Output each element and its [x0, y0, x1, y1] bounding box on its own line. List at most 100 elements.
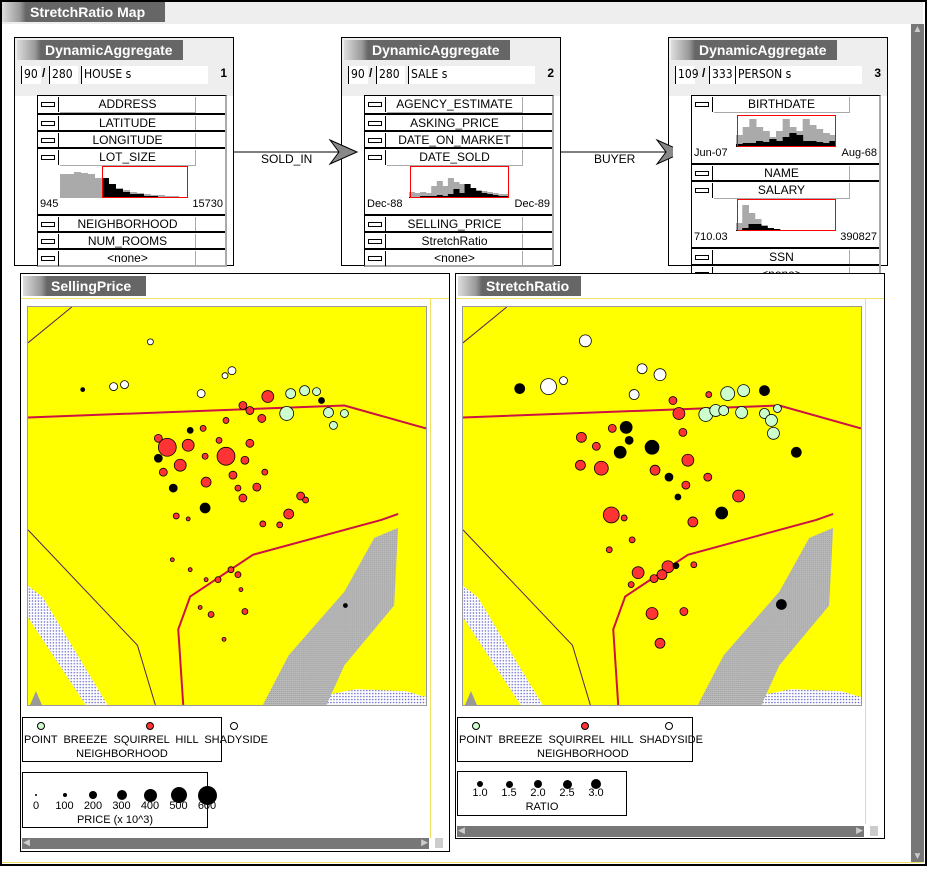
- histogram-bars[interactable]: [736, 199, 836, 231]
- house-marker[interactable]: [690, 561, 698, 569]
- house-marker[interactable]: [169, 557, 175, 563]
- attribute-row[interactable]: LONGITUDE: [38, 130, 225, 149]
- house-marker[interactable]: [283, 508, 295, 520]
- attribute-row[interactable]: <none>: [365, 248, 552, 267]
- house-marker[interactable]: [240, 455, 250, 465]
- scroll-left-icon[interactable]: ◀: [23, 837, 30, 847]
- selected-count-field[interactable]: 90: [21, 66, 41, 84]
- house-marker[interactable]: [628, 536, 636, 544]
- house-marker[interactable]: [312, 387, 321, 396]
- attribute-row[interactable]: ASKING_PRICE: [365, 113, 552, 132]
- relation-label[interactable]: BUYER: [594, 152, 636, 166]
- house-marker[interactable]: [575, 459, 586, 471]
- house-marker[interactable]: [201, 452, 209, 460]
- house-marker[interactable]: [234, 484, 242, 492]
- house-marker[interactable]: [649, 464, 661, 476]
- house-marker[interactable]: [628, 389, 640, 400]
- scroll-left-icon[interactable]: ◀: [458, 825, 465, 835]
- house-marker[interactable]: [199, 425, 207, 432]
- house-marker[interactable]: [181, 438, 195, 452]
- histogram[interactable]: 945 15730: [38, 164, 225, 214]
- house-marker[interactable]: [674, 493, 682, 501]
- house-marker[interactable]: [591, 441, 601, 451]
- house-marker[interactable]: [773, 404, 782, 413]
- house-marker[interactable]: [681, 453, 695, 467]
- house-marker[interactable]: [705, 391, 713, 398]
- house-marker[interactable]: [668, 396, 678, 405]
- toggle-icon[interactable]: [41, 121, 55, 126]
- house-marker[interactable]: [200, 476, 212, 488]
- house-marker[interactable]: [238, 493, 248, 503]
- toggle-icon[interactable]: [41, 155, 55, 160]
- scroll-right-icon[interactable]: ▶: [421, 837, 428, 847]
- toggle-icon[interactable]: [41, 256, 55, 261]
- selected-count-field[interactable]: 109: [675, 66, 699, 84]
- relation-label[interactable]: SOLD_IN: [261, 152, 313, 166]
- histogram-bars[interactable]: [736, 115, 836, 147]
- house-marker[interactable]: [776, 599, 787, 610]
- attribute-row[interactable]: SELLING_PRICE: [365, 214, 552, 233]
- aggregate-title[interactable]: DynamicAggregate: [17, 40, 183, 60]
- attribute-row[interactable]: NAME: [692, 163, 879, 182]
- house-marker[interactable]: [678, 427, 688, 437]
- toggle-icon[interactable]: [41, 222, 55, 227]
- house-marker[interactable]: [147, 338, 154, 346]
- house-marker[interactable]: [687, 516, 699, 528]
- house-marker[interactable]: [664, 472, 674, 482]
- house-marker[interactable]: [718, 405, 730, 416]
- house-marker[interactable]: [120, 380, 129, 389]
- relation-name-field[interactable]: SALE s: [408, 66, 535, 84]
- map-view[interactable]: [27, 306, 427, 706]
- attribute-row[interactable]: StretchRatio: [365, 231, 552, 250]
- house-marker[interactable]: [158, 467, 168, 477]
- toggle-icon[interactable]: [695, 171, 709, 176]
- house-marker[interactable]: [257, 414, 267, 423]
- house-marker[interactable]: [653, 368, 667, 382]
- house-marker[interactable]: [241, 608, 249, 615]
- house-marker[interactable]: [514, 383, 526, 394]
- histogram[interactable]: Jun-07 Aug-68: [692, 113, 879, 163]
- house-marker[interactable]: [252, 482, 262, 492]
- house-marker[interactable]: [185, 516, 191, 522]
- panel-title[interactable]: SellingPrice: [23, 276, 146, 296]
- toggle-icon[interactable]: [41, 102, 55, 107]
- house-marker[interactable]: [607, 424, 617, 433]
- house-marker[interactable]: [276, 521, 284, 529]
- house-marker[interactable]: [261, 390, 275, 403]
- house-marker[interactable]: [216, 446, 236, 466]
- toggle-icon[interactable]: [368, 138, 382, 143]
- relation-name-field[interactable]: PERSON s: [735, 66, 862, 84]
- house-marker[interactable]: [221, 372, 229, 380]
- house-marker[interactable]: [620, 514, 628, 522]
- toggle-icon[interactable]: [368, 102, 382, 107]
- histogram[interactable]: Dec-88 Dec-89: [365, 164, 552, 214]
- toggle-icon[interactable]: [41, 138, 55, 143]
- house-marker[interactable]: [602, 506, 620, 524]
- house-marker[interactable]: [559, 376, 568, 386]
- house-marker[interactable]: [245, 406, 255, 415]
- house-marker[interactable]: [323, 407, 334, 418]
- house-marker[interactable]: [222, 417, 230, 424]
- house-marker[interactable]: [759, 385, 770, 396]
- house-marker[interactable]: [343, 603, 348, 608]
- histogram-bars[interactable]: [60, 166, 188, 198]
- house-marker[interactable]: [737, 384, 750, 397]
- house-marker[interactable]: [227, 366, 237, 376]
- house-marker[interactable]: [654, 637, 666, 649]
- scroll-down-icon[interactable]: ▼: [912, 851, 923, 862]
- house-marker[interactable]: [285, 388, 297, 399]
- house-marker[interactable]: [649, 574, 659, 584]
- toggle-icon[interactable]: [41, 239, 55, 244]
- house-marker[interactable]: [340, 409, 349, 418]
- map-view[interactable]: [462, 306, 862, 706]
- house-marker[interactable]: [636, 363, 648, 375]
- house-marker[interactable]: [221, 636, 227, 642]
- total-count-field[interactable]: 280: [49, 66, 78, 84]
- toggle-icon[interactable]: [695, 188, 709, 193]
- house-marker[interactable]: [576, 431, 587, 443]
- house-marker[interactable]: [296, 491, 306, 501]
- attribute-row[interactable]: SSN: [692, 247, 879, 266]
- house-marker[interactable]: [703, 472, 713, 482]
- scroll-right-icon[interactable]: ▶: [856, 825, 863, 835]
- house-marker[interactable]: [540, 378, 557, 395]
